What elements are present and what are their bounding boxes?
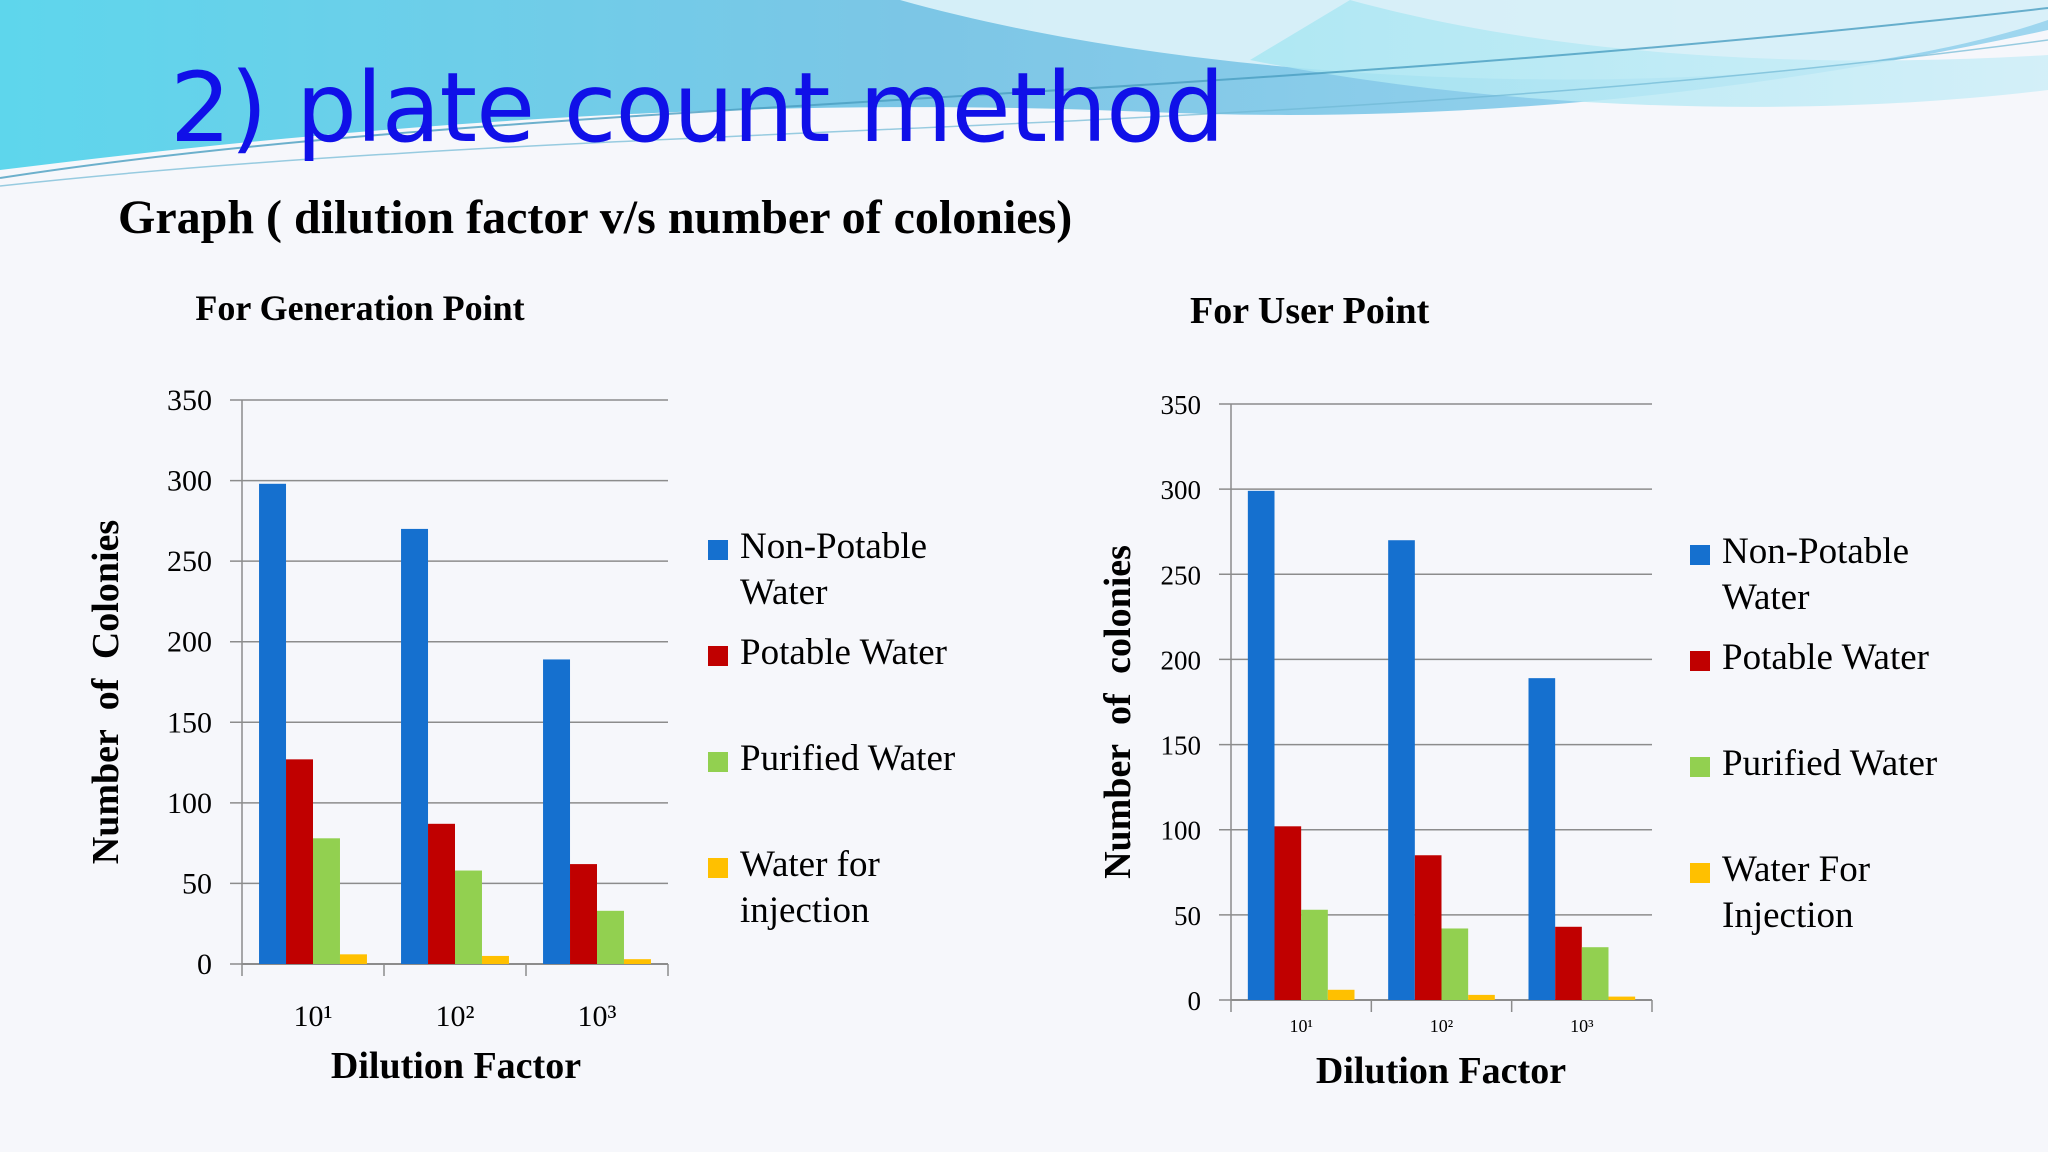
chart-title: For User Point — [1190, 290, 1430, 332]
legend-swatch — [1690, 863, 1710, 883]
slide-title: 2) plate count method — [170, 52, 1225, 164]
legend-label: Potable Water — [1722, 637, 1929, 678]
legend-swatch — [708, 540, 728, 560]
bar-water-for-injection-3 — [623, 959, 651, 964]
y-tick-label: 350 — [1161, 390, 1202, 420]
bar-non-potable-water-2 — [1388, 540, 1415, 1000]
y-tick-label: 0 — [197, 948, 212, 981]
legend-swatch — [708, 858, 728, 878]
x-category-label: 10¹ — [294, 1000, 333, 1033]
y-tick-label: 200 — [167, 626, 212, 659]
slide-subtitle: Graph ( dilution factor v/s number of co… — [118, 191, 1073, 244]
legend-swatch — [708, 646, 728, 666]
x-axis-title: Dilution Factor — [1316, 1050, 1566, 1092]
bar-purified-water-1 — [313, 838, 340, 964]
bar-non-potable-water-3 — [543, 659, 571, 964]
x-category-label: 10² — [436, 1000, 475, 1033]
legend-swatch — [1690, 757, 1710, 777]
y-axis-title: Number of Colonies — [85, 520, 127, 864]
y-tick-label: 100 — [1161, 816, 1202, 846]
legend-swatch — [1690, 545, 1710, 565]
bar-potable-water-3 — [570, 864, 597, 964]
y-tick-label: 300 — [167, 465, 212, 498]
x-axis-title: Dilution Factor — [331, 1045, 581, 1087]
x-category-label: 10² — [1430, 1016, 1453, 1036]
bar-non-potable-water-1 — [1247, 490, 1275, 1000]
bar-potable-water-2 — [1414, 855, 1442, 1000]
bar-water-for-injection-1 — [339, 954, 367, 964]
y-tick-label: 250 — [1161, 560, 1202, 590]
x-category-label: 10³ — [1570, 1016, 1594, 1036]
y-tick-label: 50 — [1174, 901, 1201, 931]
bar-potable-water-2 — [428, 823, 455, 964]
bar-water-for-injection-3 — [1608, 996, 1636, 1000]
y-tick-label: 0 — [1188, 986, 1202, 1016]
chart-title: For Generation Point — [195, 288, 524, 328]
legend-label: Purified Water — [740, 738, 955, 779]
y-tick-label: 350 — [167, 384, 212, 417]
bar-purified-water-3 — [1581, 947, 1609, 1000]
y-tick-label: 50 — [182, 867, 212, 900]
legend-label: Purified Water — [1722, 743, 1937, 784]
x-category-label: 10³ — [578, 1000, 617, 1033]
bar-purified-water-1 — [1301, 909, 1328, 1000]
y-tick-label: 200 — [1161, 645, 1202, 675]
legend-label: Non-Potable Water — [740, 526, 927, 613]
bar-water-for-injection-2 — [481, 955, 509, 964]
legend-swatch — [1690, 651, 1710, 671]
bar-non-potable-water-2 — [401, 528, 429, 964]
bar-potable-water-1 — [1274, 826, 1302, 1000]
y-tick-label: 250 — [167, 545, 212, 578]
y-tick-label: 100 — [167, 787, 212, 820]
bar-purified-water-3 — [597, 910, 624, 964]
bar-non-potable-water-3 — [1528, 678, 1556, 1000]
legend-swatch — [708, 752, 728, 772]
bar-water-for-injection-2 — [1468, 994, 1495, 1000]
y-tick-label: 150 — [167, 706, 212, 739]
legend-label: Potable Water — [740, 632, 947, 673]
x-category-label: 10¹ — [1289, 1016, 1312, 1036]
legend-label: Water for injection — [740, 844, 880, 931]
y-axis-title: Number of colonies — [1097, 545, 1139, 879]
y-tick-label: 300 — [1161, 475, 1202, 505]
bar-water-for-injection-1 — [1327, 989, 1355, 1000]
legend-label: Water For Injection — [1722, 849, 1870, 936]
legend-label: Non-Potable Water — [1722, 531, 1909, 618]
bar-non-potable-water-1 — [259, 483, 287, 964]
y-tick-label: 150 — [1161, 731, 1202, 761]
bar-potable-water-1 — [286, 759, 313, 964]
bar-potable-water-3 — [1555, 926, 1582, 1000]
bar-purified-water-2 — [455, 870, 482, 964]
bar-purified-water-2 — [1441, 928, 1469, 1000]
